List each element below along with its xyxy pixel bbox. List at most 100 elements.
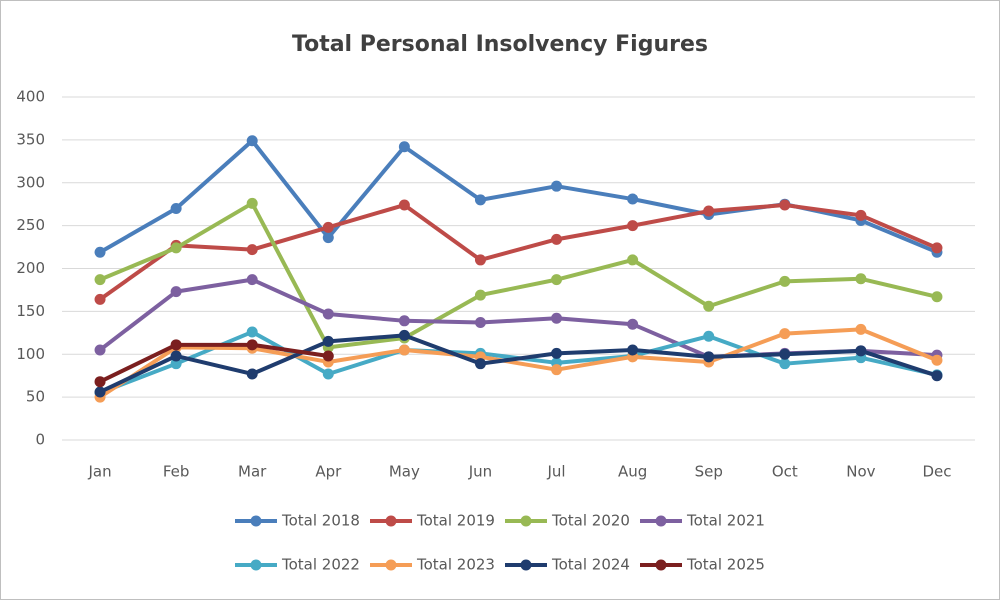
point — [551, 233, 563, 245]
point — [474, 194, 486, 206]
y-tick-label: 0 — [35, 431, 45, 449]
x-tick-label: Sep — [695, 463, 723, 481]
point — [551, 347, 563, 359]
point — [246, 197, 258, 209]
point — [627, 254, 639, 266]
point — [398, 329, 410, 341]
point — [94, 344, 106, 356]
y-tick-label: 100 — [16, 345, 45, 363]
point — [855, 209, 867, 221]
x-tick-label: May — [389, 463, 420, 481]
series-line — [98, 327, 938, 399]
point — [170, 242, 182, 254]
y-tick-label: 150 — [16, 302, 45, 320]
x-tick-label: Oct — [772, 463, 798, 481]
point — [170, 358, 182, 370]
y-tick-label: 50 — [26, 388, 45, 406]
point — [703, 351, 715, 363]
point — [779, 348, 791, 360]
x-tick-label: Jun — [468, 463, 492, 481]
point — [322, 368, 334, 380]
point — [398, 315, 410, 327]
point — [779, 275, 791, 287]
point — [474, 289, 486, 301]
point — [246, 244, 258, 256]
y-tick-label: 400 — [16, 88, 45, 106]
y-tick-label: 250 — [16, 216, 45, 234]
point — [779, 199, 791, 211]
x-tick-label: Dec — [922, 463, 951, 481]
point — [246, 368, 258, 380]
point — [627, 193, 639, 205]
x-tick-label: Apr — [315, 463, 342, 481]
legend-marker — [655, 515, 667, 527]
point — [551, 274, 563, 286]
point — [931, 354, 943, 366]
legend-marker — [520, 515, 532, 527]
point — [398, 199, 410, 211]
point — [627, 318, 639, 330]
x-tick-label: Jan — [87, 463, 111, 481]
legend-marker — [385, 515, 397, 527]
point — [170, 339, 182, 351]
point — [474, 317, 486, 329]
point — [94, 376, 106, 388]
legend-label: Total 2024 — [551, 556, 630, 574]
point — [855, 323, 867, 335]
point — [855, 273, 867, 285]
series-line — [99, 201, 938, 350]
y-tick-label: 350 — [16, 130, 45, 148]
point — [398, 344, 410, 356]
point — [246, 339, 258, 351]
legend-marker — [655, 559, 667, 571]
point — [551, 180, 563, 192]
point — [551, 312, 563, 324]
point — [779, 358, 791, 370]
x-tick-label: Mar — [238, 463, 267, 481]
point — [94, 246, 106, 258]
y-tick-label: 200 — [16, 259, 45, 277]
x-tick-label: Nov — [846, 463, 875, 481]
point — [246, 274, 258, 286]
series-line — [99, 333, 938, 394]
legend-label: Total 2020 — [551, 512, 630, 530]
point — [474, 254, 486, 266]
point — [246, 326, 258, 338]
point — [322, 350, 334, 362]
point — [246, 135, 258, 147]
legend-marker — [250, 515, 262, 527]
x-tick-label: Aug — [618, 463, 647, 481]
point — [855, 345, 867, 357]
point — [931, 370, 943, 382]
legend-marker — [385, 559, 397, 571]
point — [703, 330, 715, 342]
point — [627, 344, 639, 356]
legend-marker — [250, 559, 262, 571]
point — [170, 350, 182, 362]
point — [94, 274, 106, 286]
legend-label: Total 2022 — [281, 556, 360, 574]
point — [170, 286, 182, 298]
point — [322, 232, 334, 244]
legend-label: Total 2023 — [416, 556, 495, 574]
series-line — [98, 203, 938, 302]
point — [703, 205, 715, 217]
chart-title: Total Personal Insolvency Figures — [292, 32, 708, 57]
legend-label: Total 2018 — [281, 512, 360, 530]
point — [779, 328, 791, 340]
point — [94, 293, 106, 305]
legend-label: Total 2021 — [686, 512, 765, 530]
point — [170, 202, 182, 214]
series-line — [99, 342, 329, 384]
point — [703, 300, 715, 312]
legend-label: Total 2025 — [686, 556, 765, 574]
point — [322, 335, 334, 347]
point — [322, 308, 334, 320]
point — [627, 220, 639, 232]
x-tick-label: Jul — [546, 463, 565, 481]
y-tick-label: 300 — [16, 173, 45, 191]
x-tick-label: Feb — [163, 463, 190, 481]
point — [931, 242, 943, 254]
